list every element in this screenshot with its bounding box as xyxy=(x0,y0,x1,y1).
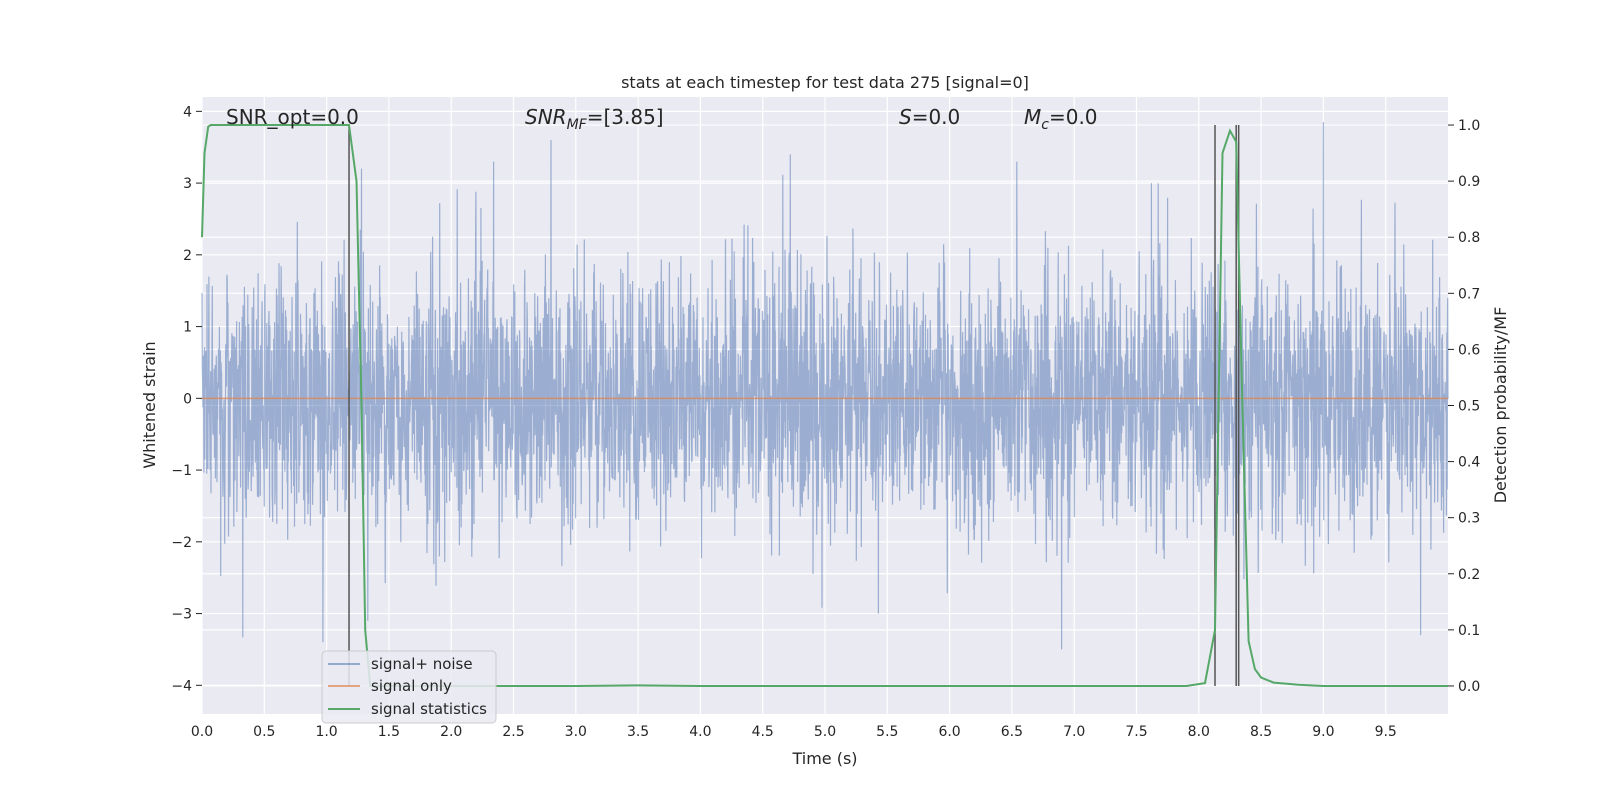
x-tick-label: 3.0 xyxy=(565,724,587,740)
series-signal-noise xyxy=(201,122,1449,650)
y-left-tick-label: −4 xyxy=(171,678,192,694)
y-right-tick-label: 1.0 xyxy=(1458,118,1480,134)
y-right-axis-label: Detection probability/MF xyxy=(1491,307,1510,504)
y-right-tick-label: 0.9 xyxy=(1458,174,1480,190)
y-right-tick-label: 0.6 xyxy=(1458,342,1480,358)
y-left-tick-label: 0 xyxy=(183,391,192,407)
y-right-tick-label: 0.8 xyxy=(1458,230,1480,246)
y-left-tick-labels: −4 −3 −2 −1 0 1 2 3 4 xyxy=(171,104,202,694)
x-tick-label: 2.5 xyxy=(502,724,524,740)
x-tick-label: 3.5 xyxy=(627,724,649,740)
s-value: =0.0 xyxy=(912,105,961,129)
s-prefix: S xyxy=(899,105,912,129)
x-tick-label: 5.5 xyxy=(876,724,898,740)
y-right-tick-label: 0.0 xyxy=(1458,679,1480,695)
x-tick-label: 9.5 xyxy=(1375,724,1397,740)
x-tick-label: 0.5 xyxy=(253,724,275,740)
x-tick-label: 9.0 xyxy=(1312,724,1334,740)
legend-label-signal-noise: signal+ noise xyxy=(371,655,473,673)
noise-trace xyxy=(201,122,1449,650)
snr-mf-sub: MF xyxy=(567,117,588,133)
annotation-snr-opt: SNR_opt=0.0 xyxy=(226,105,359,129)
x-tick-label: 8.5 xyxy=(1250,724,1272,740)
y-right-tick-label: 0.3 xyxy=(1458,511,1480,527)
y-left-tick-label: 3 xyxy=(183,176,192,192)
x-tick-labels: 0.0 0.5 1.0 1.5 2.0 2.5 3.0 3.5 4.0 4.5 5.0 5.5 6.0 6… xyxy=(191,724,1397,740)
x-tick-label: 5.0 xyxy=(814,724,836,740)
snr-mf-prefix: SNR xyxy=(525,105,567,129)
series-signal-statistics xyxy=(201,124,1448,687)
legend-label-signal-statistics: signal statistics xyxy=(371,700,487,718)
x-tick-label: 4.5 xyxy=(752,724,774,740)
y-left-tick-label: 2 xyxy=(183,248,192,264)
y-right-tick-label: 0.1 xyxy=(1458,623,1480,639)
x-tick-label: 1.0 xyxy=(315,724,337,740)
y-left-axis-label: Whitened strain xyxy=(140,341,159,468)
x-tick-label: 0.0 xyxy=(191,724,213,740)
chart-title: stats at each timestep for test data 275… xyxy=(621,73,1029,92)
x-tick-label: 2.0 xyxy=(440,724,462,740)
y-left-tick-label: −1 xyxy=(171,463,192,479)
y-left-tick-label: 1 xyxy=(183,320,192,336)
mc-prefix: M xyxy=(1024,105,1041,129)
legend-box xyxy=(321,650,497,724)
y-left-tick-label: −2 xyxy=(171,535,192,551)
legend-label-signal-only: signal only xyxy=(371,677,452,695)
x-axis-label: Time (s) xyxy=(791,749,857,768)
y-right-tick-label: 0.5 xyxy=(1458,399,1480,415)
x-tick-label: 4.0 xyxy=(689,724,711,740)
y-right-tick-label: 0.4 xyxy=(1458,455,1480,471)
x-tick-label: 7.5 xyxy=(1125,724,1147,740)
x-tick-label: 8.0 xyxy=(1188,724,1210,740)
snr-mf-value: =[3.85] xyxy=(587,105,664,129)
y-right-tick-label: 0.2 xyxy=(1458,567,1480,583)
x-tick-label: 6.0 xyxy=(938,724,960,740)
annotation-s: S=0.0 xyxy=(899,105,960,129)
annotation-snr-mf: SNRMF=[3.85] xyxy=(525,105,664,133)
annotation-mc: Mc=0.0 xyxy=(1024,105,1098,133)
x-tick-label: 1.5 xyxy=(378,724,400,740)
mc-sub: c xyxy=(1041,117,1049,133)
y-left-tick-label: −3 xyxy=(171,607,192,623)
y-right-tick-labels: 0.0 0.1 0.2 0.3 0.4 0.5 0.6 0.7 0.8 0.9 1.0 xyxy=(1448,118,1480,695)
mc-value: =0.0 xyxy=(1049,105,1098,129)
y-left-tick-label: 4 xyxy=(183,104,192,120)
y-right-tick-label: 0.7 xyxy=(1458,286,1480,302)
legend: signal+ noise signal only signal statist… xyxy=(321,650,497,724)
x-tick-label: 6.5 xyxy=(1001,724,1023,740)
x-tick-label: 7.0 xyxy=(1063,724,1085,740)
